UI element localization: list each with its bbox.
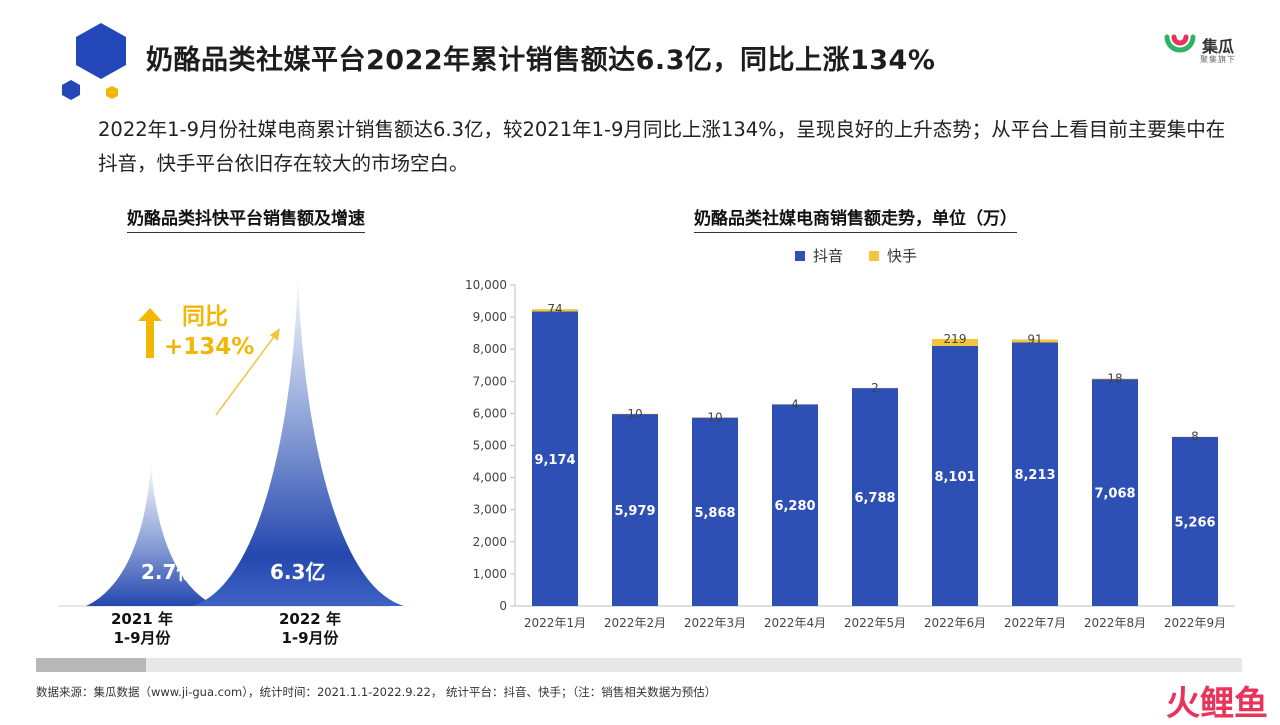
x-tick-label: 2022年6月: [924, 616, 986, 630]
data-label-douyin: 6,788: [854, 491, 895, 506]
data-label-douyin: 8,213: [1014, 468, 1055, 483]
data-label-kuaishou: 10: [707, 410, 722, 424]
page-title: 奶酪品类社媒平台2022年累计销售额达6.3亿，同比上涨134%: [146, 38, 935, 77]
left-chart-title: 奶酪品类抖快平台销售额及增速: [127, 204, 365, 233]
period-2022-range: 1-9月份: [270, 629, 350, 648]
legend-swatch-douyin: [795, 251, 805, 261]
x-tick-label: 2022年7月: [1004, 616, 1066, 630]
y-tick-label: 7,000: [473, 374, 507, 388]
data-label-douyin: 5,979: [614, 504, 655, 519]
hexagon-logo: [28, 14, 138, 106]
legend-label-douyin: 抖音: [813, 245, 843, 266]
source-note: 数据来源：集瓜数据（www.ji-gua.com），统计时间：2021.1.1-…: [36, 684, 716, 700]
data-label-douyin: 7,068: [1094, 487, 1135, 502]
y-tick-label: 2,000: [473, 535, 507, 549]
x-tick-label: 2022年2月: [604, 616, 666, 630]
period-2021-year: 2021 年: [102, 610, 182, 629]
period-2022-label: 2022 年 1-9月份: [270, 610, 350, 648]
up-arrow-icon: [138, 308, 162, 358]
peak-2022-value: 6.3亿: [270, 556, 325, 585]
small-hexagon-icon: [62, 80, 80, 100]
intro-paragraph: 2022年1-9月份社媒电商累计销售额达6.3亿，较2021年1-9月同比上涨1…: [98, 113, 1228, 181]
large-hexagon-icon: [76, 23, 126, 79]
legend-item-douyin: 抖音: [795, 245, 843, 266]
x-tick-label: 2022年5月: [844, 616, 906, 630]
data-label-kuaishou: 4: [791, 397, 799, 411]
data-label-kuaishou: 219: [944, 332, 967, 346]
x-tick-label: 2022年3月: [684, 616, 746, 630]
growth-label-line2: +134%: [164, 332, 254, 362]
jigua-logo-icon: [1163, 31, 1197, 63]
y-tick-label: 9,000: [473, 310, 507, 324]
y-tick-label: 10,000: [465, 278, 507, 292]
growth-label: 同比 +134%: [180, 302, 254, 362]
period-2022-year: 2022 年: [270, 610, 350, 629]
period-2021-label: 2021 年 1-9月份: [102, 610, 182, 648]
corner-watermark-logo: 火鲤鱼: [1166, 676, 1268, 725]
x-tick-label: 2022年4月: [764, 616, 826, 630]
brand-subtitle: 聚集旗下: [1200, 54, 1236, 65]
chart-legend: 抖音 快手: [795, 245, 917, 266]
legend-label-kuaishou: 快手: [887, 245, 917, 266]
y-tick-label: 6,000: [473, 406, 507, 420]
x-tick-label: 2022年8月: [1084, 616, 1146, 630]
period-2021-range: 1-9月份: [102, 629, 182, 648]
y-tick-label: 4,000: [473, 471, 507, 485]
data-label-kuaishou: 91: [1027, 332, 1042, 346]
right-chart-title: 奶酪品类社媒电商销售额走势，单位（万）: [694, 204, 1017, 233]
peak-2021-value: 2.7亿: [141, 556, 196, 585]
y-tick-label: 3,000: [473, 503, 507, 517]
y-tick-label: 1,000: [473, 567, 507, 581]
x-tick-label: 2022年1月: [524, 616, 586, 630]
y-tick-label: 5,000: [473, 439, 507, 453]
data-label-douyin: 5,868: [694, 506, 735, 521]
yellow-hexagon-icon: [106, 86, 118, 99]
x-tick-label: 2022年9月: [1164, 616, 1226, 630]
growth-label-line1: 同比: [180, 302, 254, 332]
footer-bar-accent: [36, 658, 146, 672]
legend-item-kuaishou: 快手: [869, 245, 917, 266]
data-label-douyin: 6,280: [774, 499, 815, 514]
data-label-kuaishou: 8: [1191, 430, 1199, 444]
data-label-douyin: 8,101: [934, 470, 975, 485]
data-label-kuaishou: 2: [871, 381, 879, 395]
data-label-kuaishou: 74: [547, 302, 562, 316]
data-label-douyin: 5,266: [1174, 515, 1215, 530]
data-label-douyin: 9,174: [534, 453, 575, 468]
footer-bar: [36, 658, 1242, 672]
data-label-kuaishou: 10: [627, 407, 642, 421]
legend-swatch-kuaishou: [869, 251, 879, 261]
data-label-kuaishou: 18: [1107, 372, 1122, 386]
stacked-bar-chart: 0 1,000 2,000 3,000 4,000 5,000 6,000 7,000 8,00…: [440, 270, 1240, 640]
y-tick-label: 0: [499, 599, 507, 613]
y-tick-label: 8,000: [473, 342, 507, 356]
